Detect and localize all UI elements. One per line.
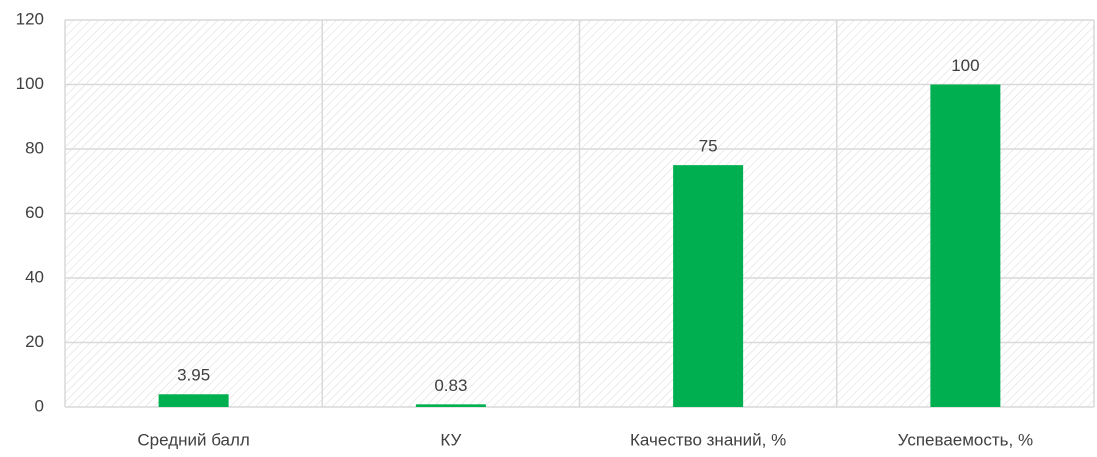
data-label: 100 (951, 56, 979, 75)
bar (930, 84, 1001, 407)
x-tick-label: Качество знаний, % (630, 430, 786, 449)
y-tick-label: 120 (16, 9, 44, 28)
data-label: 0.83 (434, 376, 467, 395)
y-tick-label: 100 (16, 74, 44, 93)
data-label: 3.95 (177, 366, 210, 385)
y-tick-label: 40 (25, 267, 44, 286)
x-tick-label: Средний балл (137, 430, 249, 449)
y-tick-label: 20 (25, 332, 44, 351)
data-label: 75 (699, 137, 718, 156)
x-tick-label: Успеваемость, % (898, 430, 1033, 449)
y-tick-label: 60 (25, 203, 44, 222)
bar (158, 394, 229, 407)
y-tick-label: 0 (35, 396, 44, 415)
bar (415, 404, 486, 407)
x-tick-label: КУ (440, 430, 461, 449)
y-tick-label: 80 (25, 138, 44, 157)
bar (673, 165, 744, 407)
